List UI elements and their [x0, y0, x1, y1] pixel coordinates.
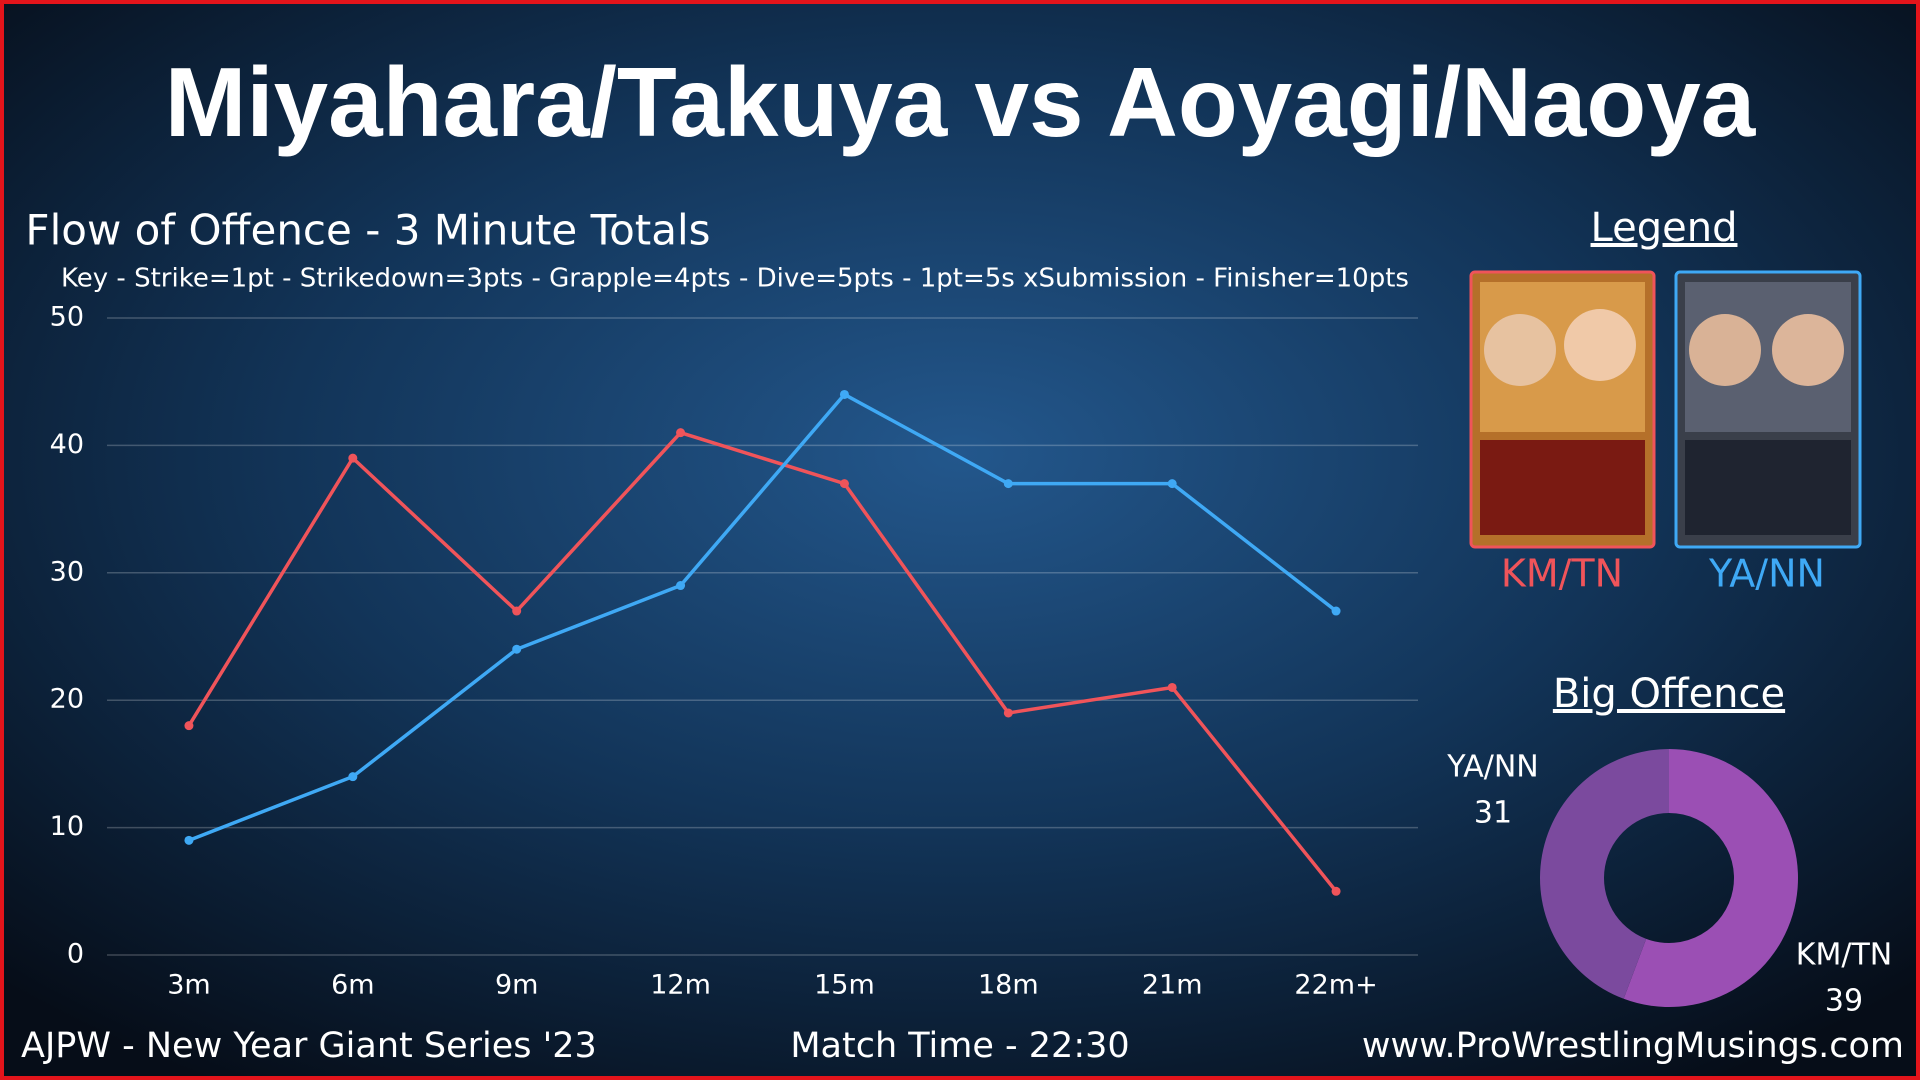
data-point — [1003, 479, 1013, 489]
series-line — [188, 392, 1338, 842]
series-line — [187, 430, 1338, 893]
data-point — [348, 453, 358, 463]
data-point — [512, 644, 522, 654]
x-tick-label: 3m — [167, 970, 210, 1001]
x-tick-label: 18m — [978, 970, 1039, 1001]
footer-center: Match Time - 22:30 — [790, 1026, 1129, 1066]
page-title: Miyahara/Takuya vs Aoyagi/Naoya — [165, 47, 1757, 157]
x-tick-label: 22m+ — [1294, 970, 1377, 1001]
y-tick-label: 10 — [50, 811, 84, 842]
footer-right: www.ProWrestlingMusings.com — [1362, 1026, 1904, 1066]
chart-subtitle: Key - Strike=1pt - Strikedown=3pts - Gra… — [61, 264, 1409, 294]
data-point — [676, 581, 686, 591]
x-tick-label: 12m — [650, 970, 711, 1001]
x-tick-label: 6m — [331, 970, 374, 1001]
pie-value: 39 — [1825, 984, 1863, 1019]
legend-heading: Legend — [1591, 205, 1738, 251]
pie-value: 31 — [1474, 796, 1512, 831]
data-point — [184, 835, 194, 845]
data-point — [1331, 886, 1341, 896]
data-point — [839, 389, 849, 399]
chart-title: Flow of Offence - 3 Minute Totals — [25, 206, 710, 255]
data-point — [1167, 479, 1177, 489]
y-tick-label: 20 — [50, 684, 84, 715]
team-image — [1674, 270, 1862, 549]
footer-left: AJPW - New Year Giant Series '23 — [21, 1026, 597, 1066]
x-tick-label: 21m — [1142, 970, 1203, 1001]
data-point — [676, 428, 686, 438]
pie-slice — [1539, 748, 1669, 999]
x-tick-label: 15m — [814, 970, 875, 1001]
legend-entry: KM/TN — [1501, 552, 1623, 596]
pie-label: YA/NN — [1446, 750, 1539, 785]
data-point — [184, 721, 194, 731]
legend-entry: YA/NN — [1708, 552, 1825, 596]
y-tick-label: 30 — [50, 556, 84, 587]
data-point — [348, 772, 358, 782]
y-tick-label: 0 — [67, 939, 84, 970]
y-tick-label: 40 — [50, 429, 84, 460]
data-point — [1167, 682, 1177, 692]
pie-slice — [1623, 749, 1798, 1007]
data-point — [512, 606, 522, 616]
data-point — [839, 479, 849, 489]
data-point — [1003, 708, 1013, 718]
team-image — [1469, 270, 1656, 549]
pie-label: KM/TN — [1796, 938, 1892, 973]
pie-title: Big Offence — [1553, 671, 1785, 717]
y-tick-label: 50 — [50, 302, 84, 333]
data-point — [1331, 606, 1341, 616]
x-tick-label: 9m — [495, 970, 538, 1001]
